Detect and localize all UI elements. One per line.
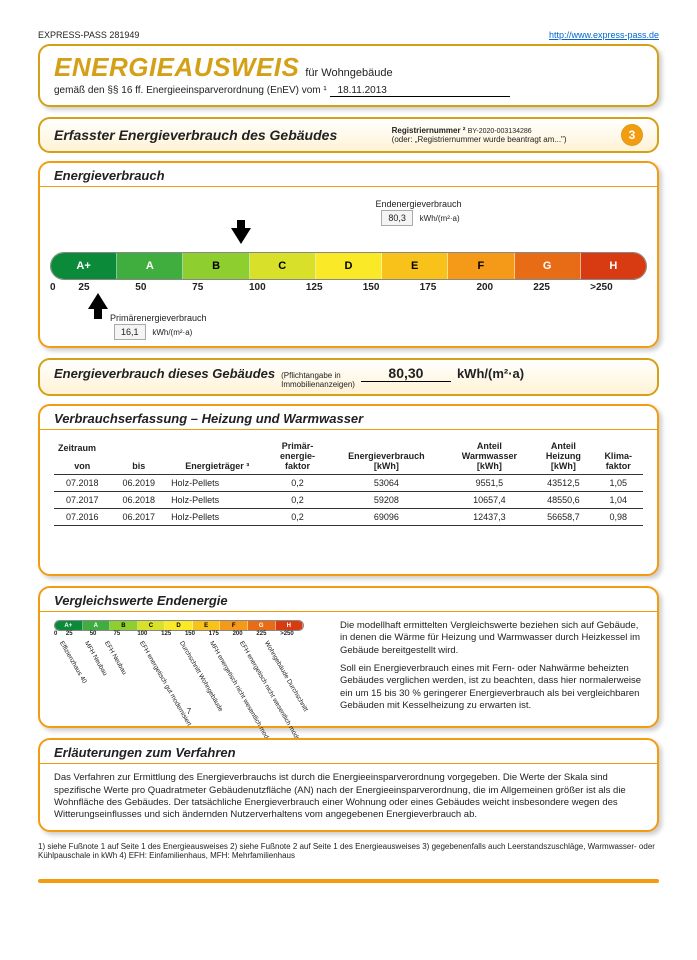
prim-label-row: Primärenergieverbrauch 16,1 kWh/(m²·a)	[110, 313, 647, 340]
table-row: 07.201706.2018Holz-Pellets0,25920810657,…	[54, 492, 643, 509]
arrow-row-top	[50, 228, 647, 246]
mini-energy-scale: A+ABCDEFGH	[54, 620, 304, 631]
main-energy-scale: A+ABCDEFGH	[50, 252, 647, 280]
scale-seg-C: C	[250, 253, 316, 279]
page-badge: 3	[621, 124, 643, 146]
scale-seg-B: B	[183, 253, 249, 279]
scale-seg-A+: A+	[51, 253, 117, 279]
consumption-header: Energieverbrauch dieses Gebäudes (Pflich…	[38, 358, 659, 396]
scale-seg-F: F	[448, 253, 514, 279]
arrow-prim-icon	[88, 293, 108, 309]
table-row: 07.201606.2017Holz-Pellets0,26909612437,…	[54, 509, 643, 526]
prim-value-box: 16,1	[114, 324, 146, 340]
header-subtitle: für Wohngebäude	[305, 67, 392, 79]
table-title: Verbrauchserfassung – Heizung und Warmwa…	[40, 406, 657, 430]
pass-id: EXPRESS-PASS 281949	[38, 30, 139, 40]
table-row: 07.201806.2019Holz-Pellets0,2530649551,5…	[54, 475, 643, 492]
vergleich-text: Die modellhaft ermittelten Vergleichswer…	[340, 620, 643, 718]
header-panel: ENERGIEAUSWEIS für Wohngebäude gemäß den…	[38, 44, 659, 107]
arrow-row-bottom	[50, 293, 647, 311]
section-title: Erfasster Energieverbrauch des Gebäudes	[54, 127, 337, 143]
section-header: Erfasster Energieverbrauch des Gebäudes …	[38, 117, 659, 153]
scale-ticks: 0255075100125150175200225>250	[50, 282, 647, 293]
erl-title: Erläuterungen zum Verfahren	[40, 740, 657, 764]
header-title: ENERGIEAUSWEIS	[54, 52, 299, 83]
arrow-end-icon	[231, 228, 251, 244]
bottom-divider	[38, 879, 659, 883]
scale-seg-D: D	[316, 253, 382, 279]
consumption-note: (Pflichtangabe in Immobilienanzeigen)	[281, 371, 355, 389]
consumption-table: Zeitraum Energieträger ³ Primär- energie…	[54, 438, 643, 526]
top-line: EXPRESS-PASS 281949 http://www.express-p…	[38, 30, 659, 40]
footnotes: 1) siehe Fußnote 1 auf Seite 1 des Energ…	[38, 842, 659, 861]
header-line2: gemäß den §§ 16 ff. Energieeinsparverord…	[54, 85, 643, 97]
vergleich-title: Vergleichswerte Endenergie	[40, 588, 657, 612]
erl-text: Das Verfahren zur Ermittlung des Energie…	[40, 764, 657, 829]
scale-seg-H: H	[581, 253, 646, 279]
energieverbrauch-block: Energieverbrauch Endenergieverbrauch 80,…	[38, 161, 659, 348]
registration-box: Registriernummer ² BY-2020-003134286 (od…	[392, 126, 567, 144]
consumption-value: 80,30	[361, 365, 451, 382]
scale-seg-A: A	[117, 253, 183, 279]
energy-certificate-page: EXPRESS-PASS 281949 http://www.express-p…	[0, 0, 697, 960]
mini-scale-wrap: A+ABCDEFGH 0255075100125150175200225>250…	[54, 620, 324, 716]
scale-seg-E: E	[382, 253, 448, 279]
scale-seg-G: G	[515, 253, 581, 279]
rotated-labels: Effizienzhaus 40MFH NeubauEFH NeubauEFH …	[54, 637, 324, 707]
header-date: 18.11.2013	[330, 85, 510, 97]
end-value-box: 80,3	[381, 210, 413, 226]
vergleich-block: Vergleichswerte Endenergie A+ABCDEFGH 02…	[38, 586, 659, 728]
erlaeuterungen-block: Erläuterungen zum Verfahren Das Verfahre…	[38, 738, 659, 831]
table-block: Verbrauchserfassung – Heizung und Warmwa…	[38, 404, 659, 576]
end-label-row: Endenergieverbrauch 80,3 kWh/(m²·a)	[190, 199, 647, 226]
block-title-ev: Energieverbrauch	[40, 163, 657, 187]
scale-container: Endenergieverbrauch 80,3 kWh/(m²·a) A+AB…	[40, 187, 657, 346]
top-link[interactable]: http://www.express-pass.de	[549, 30, 659, 40]
